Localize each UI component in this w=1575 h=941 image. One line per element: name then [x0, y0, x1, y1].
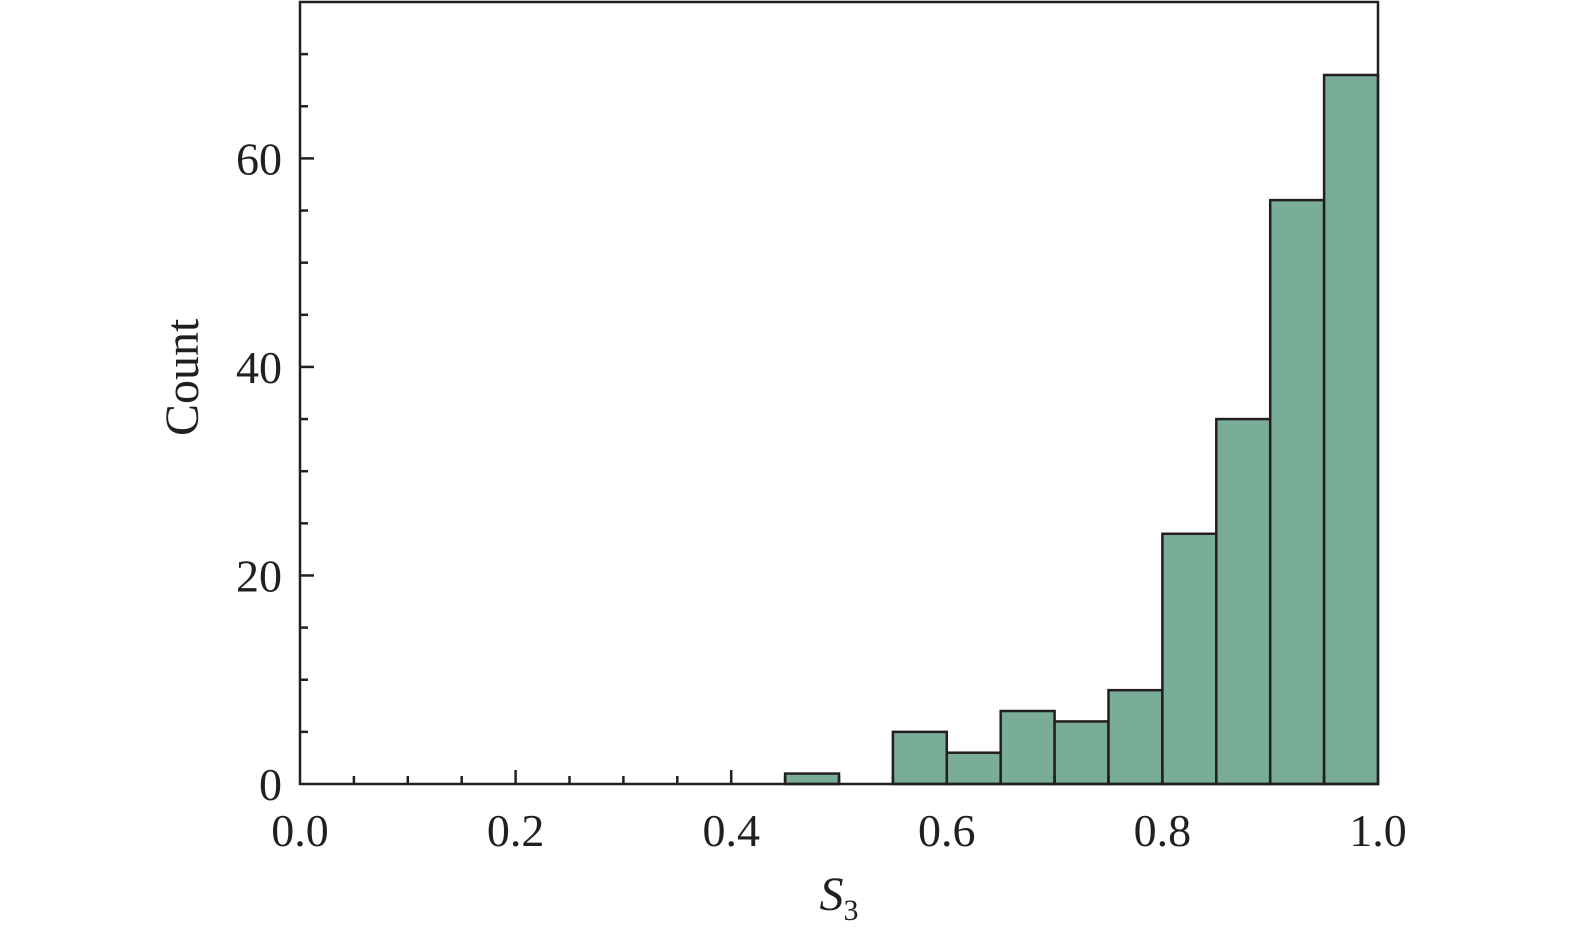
histogram-bar-9: [1322, 73, 1380, 786]
y-tick-label: 40: [236, 342, 282, 393]
y-axis-ticks: 0 20 40 60: [236, 52, 314, 810]
x-tick-label: 0.4: [702, 805, 760, 856]
y-tick-label: 0: [259, 759, 282, 810]
x-axis-ticks: 0.0 0.2 0.4 0.6 0.8 1.0: [271, 770, 1407, 856]
x-axis-title-subscript: 3: [844, 894, 859, 927]
histogram-bar-2: [945, 751, 1002, 786]
histogram-bar-8: [1268, 198, 1326, 786]
histogram-bar-4: [1053, 720, 1110, 786]
histogram-bar-7: [1215, 417, 1272, 786]
y-axis-title: Count: [156, 318, 209, 436]
histogram-bar-3: [999, 709, 1056, 786]
bars-group: [783, 73, 1380, 786]
x-tick-label: 0.0: [271, 805, 329, 856]
x-tick-label: 0.2: [487, 805, 545, 856]
y-tick-label: 60: [236, 133, 282, 184]
x-axis-title-main: S: [820, 868, 844, 921]
histogram-bar-5: [1107, 688, 1164, 786]
histogram-bar-1: [891, 730, 949, 786]
x-tick-label: 0.8: [1134, 805, 1192, 856]
x-axis-title: S3: [820, 868, 859, 927]
x-tick-label: 1.0: [1349, 805, 1407, 856]
histogram-bar-6: [1161, 532, 1218, 786]
histogram-bar-0: [783, 772, 841, 786]
y-tick-label: 20: [236, 550, 282, 601]
x-tick-label: 0.6: [918, 805, 976, 856]
